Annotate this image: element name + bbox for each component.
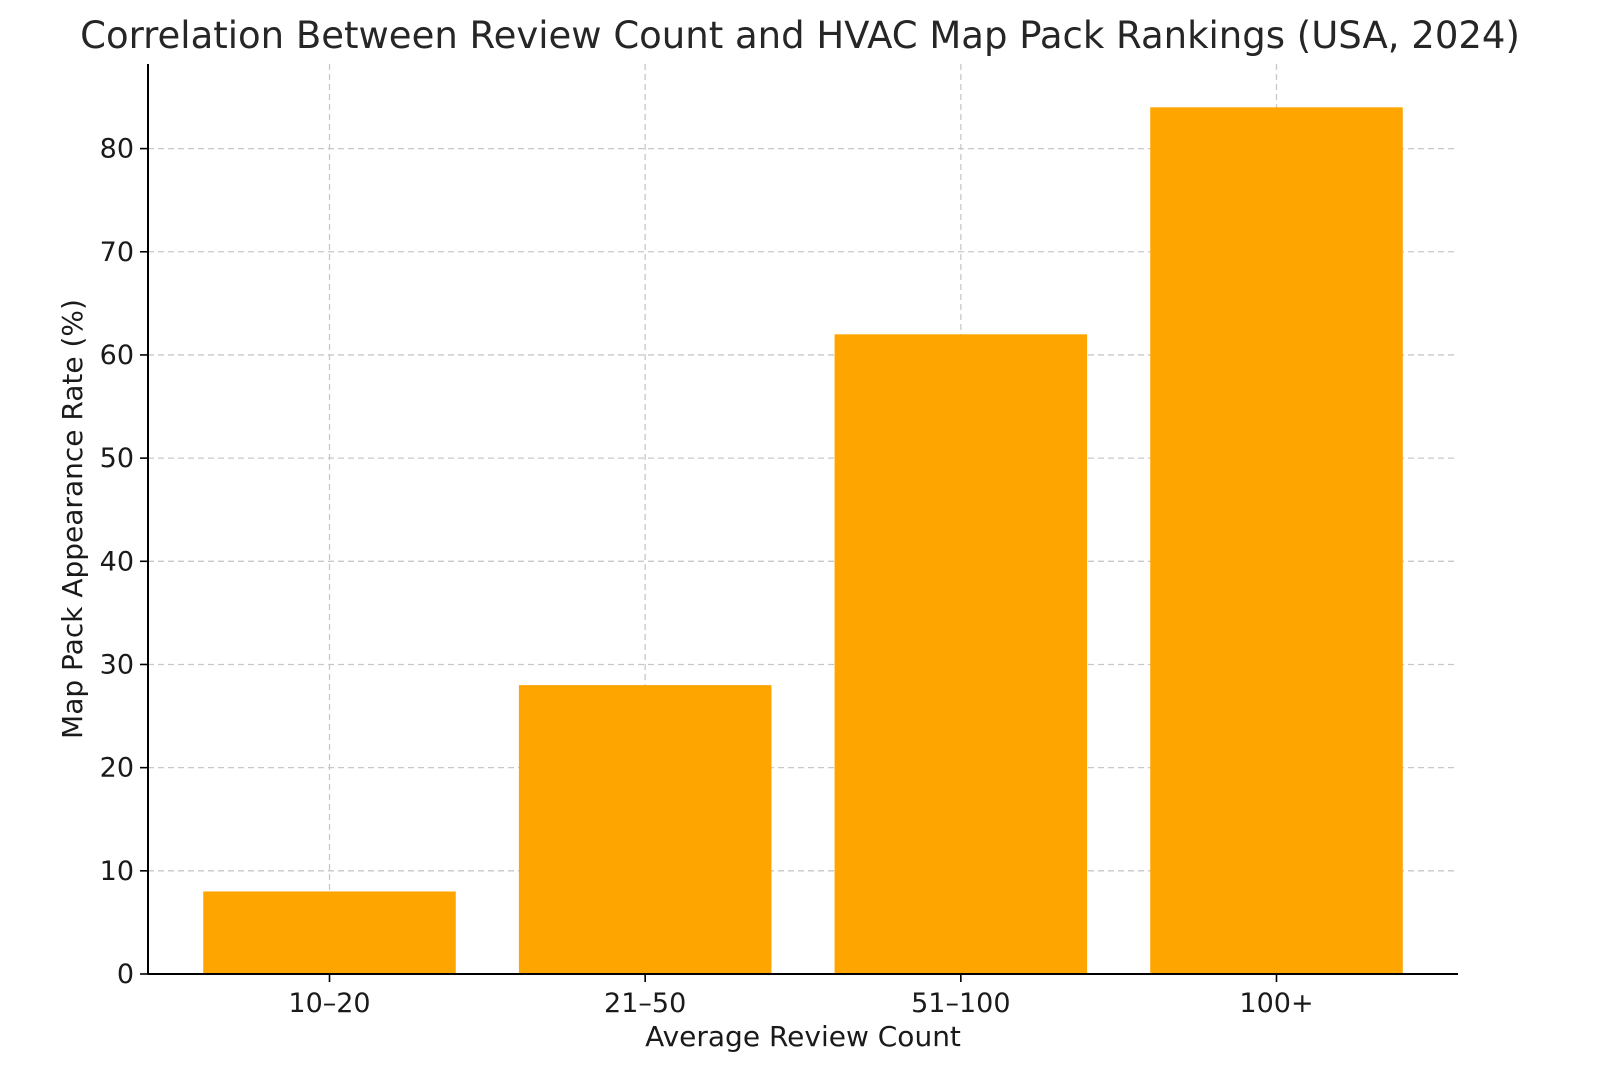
bar [518,685,772,974]
x-axis-ticks: 10–20 21–50 51–100 100+ [288,974,1314,1019]
x-tick-label: 21–50 [604,988,686,1019]
y-tick-label: 80 [100,134,134,165]
x-axis-label: Average Review Count [645,1020,961,1053]
y-tick-label: 20 [100,753,134,784]
y-axis-label: Map Pack Appearance Rate (%) [56,299,89,739]
x-tick-label: 10–20 [288,988,370,1019]
bars [203,107,1403,975]
y-tick-label: 30 [100,649,134,680]
bar [1150,107,1403,975]
chart-title: Correlation Between Review Count and HVA… [80,14,1520,57]
x-tick-label: 100+ [1239,988,1313,1019]
y-tick-label: 60 [100,340,134,371]
y-tick-label: 50 [100,443,134,474]
y-tick-label: 70 [100,237,134,268]
y-axis-ticks: 0 10 20 30 40 50 60 70 80 [100,134,148,990]
y-tick-label: 10 [100,856,134,887]
bar [834,334,1088,974]
bar [203,891,456,974]
y-tick-label: 0 [117,959,134,990]
y-tick-label: 40 [100,546,134,577]
x-tick-label: 51–100 [911,988,1010,1019]
